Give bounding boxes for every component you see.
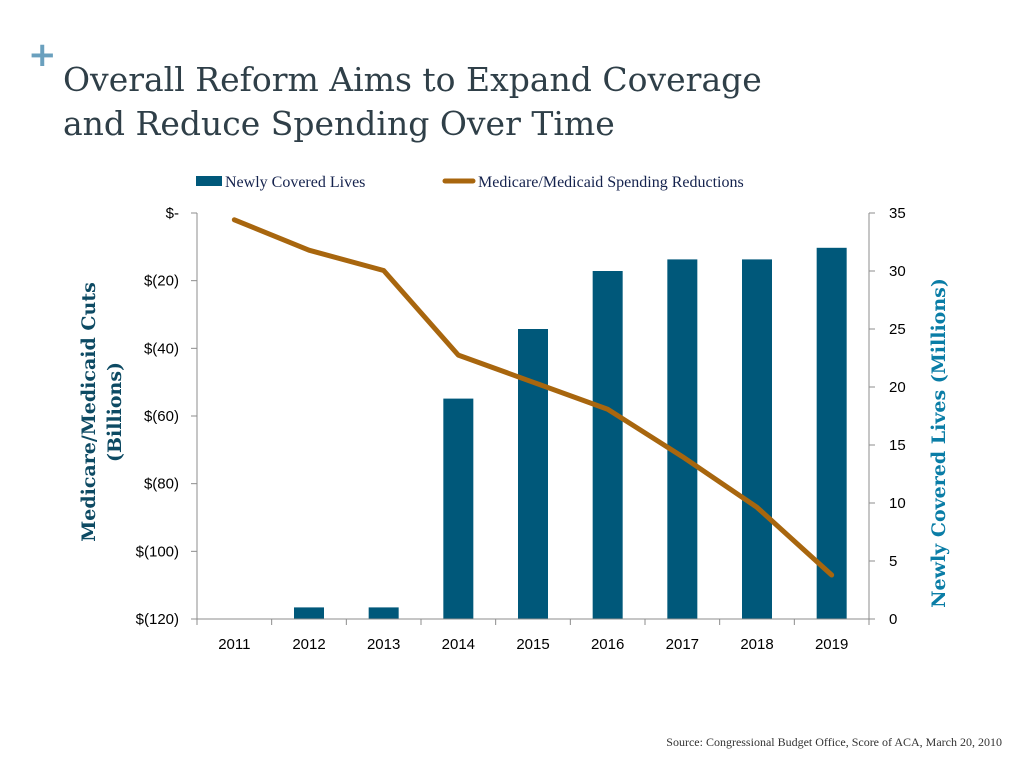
bar-2019	[816, 247, 847, 620]
left-axis-title-line: Medicare/Medicaid Cuts	[78, 282, 100, 542]
x-tick-label: 2018	[740, 636, 773, 653]
plus-icon: +	[28, 35, 57, 75]
bar-2014	[443, 398, 474, 619]
title-line-1: Overall Reform Aims to Expand Coverage	[63, 60, 762, 99]
x-tick-label: 2012	[292, 636, 325, 653]
x-tick-label: 2015	[516, 636, 549, 653]
left-tick-label: $(120)	[136, 611, 179, 628]
line-series	[231, 217, 835, 578]
right-tick-label: 25	[889, 321, 906, 338]
bars	[294, 247, 847, 620]
x-tick-label: 2014	[442, 636, 475, 653]
x-tick-label: 2019	[815, 636, 848, 653]
right-tick-label: 5	[889, 553, 897, 570]
right-tick-label: 10	[889, 495, 906, 512]
bar-2012	[294, 607, 324, 619]
right-axis-title: Newly Covered Lives (Millions)	[928, 278, 950, 608]
legend-label-bars: Newly Covered Lives	[225, 174, 365, 191]
left-tick-label: $(100)	[136, 543, 179, 560]
page-title: Overall Reform Aims to Expand Coverage a…	[63, 58, 762, 146]
left-tick-label: $(80)	[144, 476, 179, 493]
axis-labels: Medicare/Medicaid Cuts (Billions) Newly Co…	[78, 278, 950, 608]
right-tick-label: 20	[889, 379, 906, 396]
right-tick-label: 0	[889, 611, 897, 628]
x-tick-label: 2013	[367, 636, 400, 653]
legend-bar-swatch	[196, 176, 222, 186]
legend-label-line: Medicare/Medicaid Spending Reductions	[478, 174, 744, 191]
right-tick-label: 15	[889, 437, 906, 454]
title-line-2: and Reduce Spending Over Time	[63, 104, 615, 143]
x-tick-label: 2011	[218, 636, 250, 653]
bar-2013	[368, 607, 399, 619]
left-axis-title-line: (Billions)	[104, 362, 126, 462]
left-tick-label: $(20)	[144, 273, 179, 290]
bar-2017	[667, 259, 698, 619]
x-tick-label: 2017	[666, 636, 699, 653]
bar-2016	[592, 271, 623, 619]
left-axis-title: Medicare/Medicaid Cuts (Billions)	[78, 282, 126, 542]
legend: Newly Covered Lives Medicare/Medicaid Spe…	[196, 174, 744, 191]
axes: $- $(20) $(40) $(60) $(80) $(100) $(120) 35 30 25…	[136, 205, 906, 653]
x-tick-label: 2016	[591, 636, 624, 653]
left-tick-label: $(40)	[144, 340, 179, 357]
bar-2018	[742, 259, 772, 619]
right-tick-label: 35	[889, 205, 906, 222]
right-tick-label: 30	[889, 263, 906, 280]
left-tick-label: $-	[166, 205, 179, 222]
source-note: Source: Congressional Budget Office, Sco…	[666, 735, 1002, 749]
left-tick-label: $(60)	[144, 408, 179, 425]
bar-2015	[518, 329, 548, 619]
